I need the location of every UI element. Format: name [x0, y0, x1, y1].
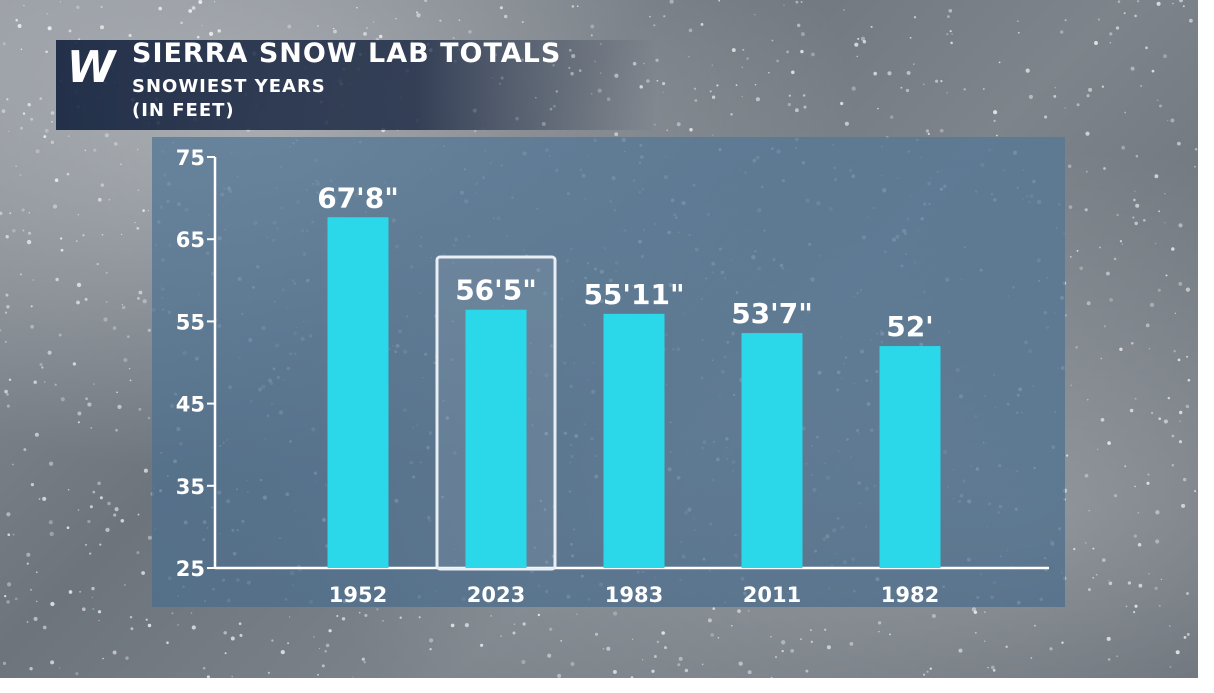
chart-units: (IN FEET): [132, 100, 235, 121]
weather-channel-logo: W: [67, 44, 118, 88]
bar-chart: 25 35 45 55 65 75 67'8" 1952 56'5" 2023 55'11" 1983…: [176, 146, 1049, 607]
data-label-1982: 52': [886, 310, 934, 343]
bar-1983: [603, 313, 665, 568]
y-tick-label: 25: [176, 557, 205, 581]
chart-panel: 25 35 45 55 65 75 67'8" 1952 56'5" 2023 55'11" 1983…: [152, 137, 1065, 607]
data-label-1983: 55'11": [583, 278, 684, 311]
y-tick-label: 45: [176, 393, 205, 417]
bar-2023: [465, 309, 527, 568]
chart-title: SIERRA SNOW LAB TOTALS: [132, 38, 562, 69]
x-tick-label: 2011: [743, 583, 801, 607]
svg-text:W: W: [67, 44, 118, 88]
background-photo: W SIERRA SNOW LAB TOTALS SNOWIEST YEARS …: [0, 0, 1198, 678]
bar-2011: [741, 333, 803, 568]
data-label-2023: 56'5": [455, 274, 537, 307]
data-label-2011: 53'7": [731, 297, 813, 330]
x-tick-label: 1952: [329, 583, 387, 607]
bar-1982: [879, 346, 941, 568]
bar-1952: [327, 217, 389, 568]
data-label-1952: 67'8": [317, 181, 399, 214]
x-tick-label: 2023: [467, 583, 525, 607]
y-tick-label: 35: [176, 475, 205, 499]
y-tick-label: 65: [176, 228, 205, 252]
x-tick-label: 1983: [605, 583, 663, 607]
y-tick-label: 55: [176, 310, 205, 334]
title-banner: [56, 40, 656, 130]
y-tick-label: 75: [176, 146, 205, 170]
x-tick-label: 1982: [881, 583, 939, 607]
chart-subtitle: SNOWIEST YEARS: [132, 76, 326, 97]
